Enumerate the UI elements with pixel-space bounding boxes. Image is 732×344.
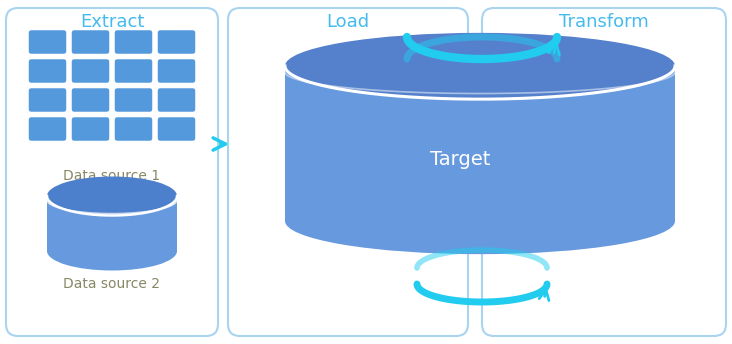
FancyBboxPatch shape	[28, 116, 67, 142]
Bar	[47, 196, 177, 251]
FancyBboxPatch shape	[28, 29, 67, 55]
Ellipse shape	[47, 176, 177, 215]
Text: Data source 2: Data source 2	[64, 277, 160, 291]
Text: Target: Target	[430, 150, 490, 169]
Text: Extract: Extract	[80, 13, 144, 31]
FancyBboxPatch shape	[28, 87, 67, 113]
FancyBboxPatch shape	[113, 58, 154, 84]
FancyBboxPatch shape	[113, 87, 154, 113]
FancyBboxPatch shape	[113, 29, 154, 55]
Ellipse shape	[47, 232, 177, 270]
FancyBboxPatch shape	[70, 116, 111, 142]
Bar	[285, 66, 675, 221]
Ellipse shape	[285, 33, 675, 99]
FancyBboxPatch shape	[70, 29, 111, 55]
FancyBboxPatch shape	[157, 87, 196, 113]
FancyBboxPatch shape	[157, 116, 196, 142]
Ellipse shape	[285, 188, 675, 254]
FancyBboxPatch shape	[70, 87, 111, 113]
FancyBboxPatch shape	[28, 58, 67, 84]
FancyBboxPatch shape	[113, 116, 154, 142]
FancyBboxPatch shape	[70, 58, 111, 84]
Text: Transform: Transform	[559, 13, 649, 31]
Text: Data source 1: Data source 1	[64, 169, 160, 183]
Text: Load: Load	[326, 13, 370, 31]
FancyBboxPatch shape	[157, 29, 196, 55]
FancyBboxPatch shape	[157, 58, 196, 84]
